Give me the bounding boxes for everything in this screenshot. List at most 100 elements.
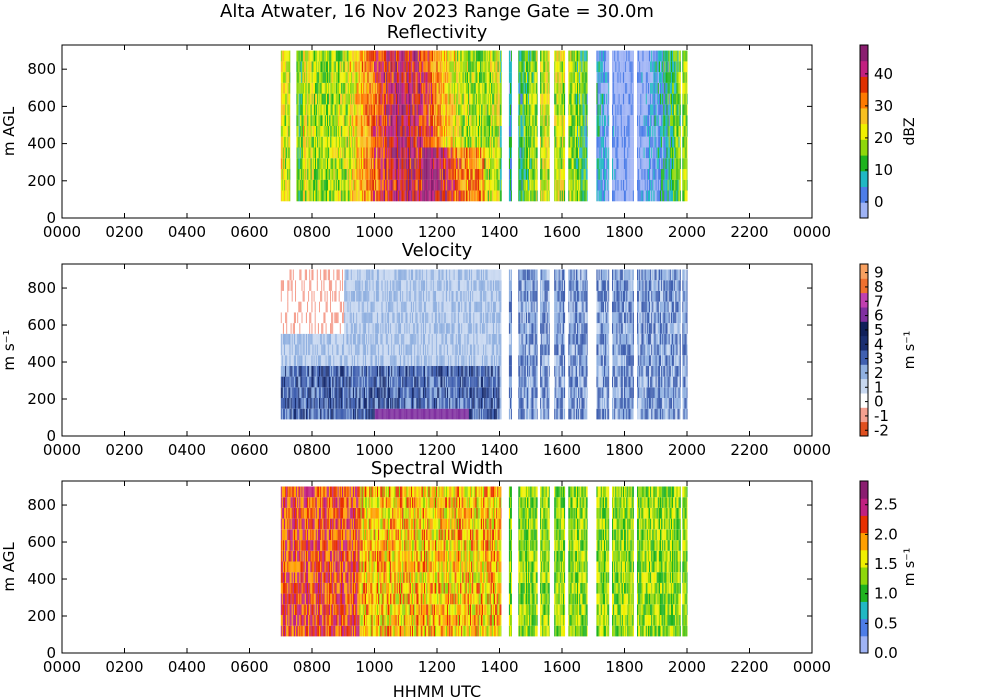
heatmap-cell: [388, 93, 390, 105]
heatmap-cell: [416, 50, 418, 62]
heatmap-cell: [444, 82, 446, 94]
heatmap-cell: [291, 408, 293, 420]
heatmap-cell: [301, 136, 303, 148]
heatmap-cell: [582, 104, 584, 116]
heatmap-cell: [445, 61, 447, 73]
heatmap-cell: [348, 82, 350, 94]
heatmap-cell: [500, 125, 502, 137]
heatmap-cell: [342, 104, 344, 116]
heatmap-cell: [311, 72, 313, 83]
heatmap-cell: [311, 125, 313, 137]
heatmap-cell: [377, 179, 379, 191]
heatmap-cell: [663, 190, 665, 202]
heatmap-cell: [486, 179, 488, 191]
heatmap-cell: [438, 190, 440, 202]
heatmap-cell: [629, 158, 631, 169]
heatmap-cell: [362, 190, 364, 202]
heatmap-cell: [406, 125, 408, 137]
heatmap-cell: [557, 82, 559, 94]
heatmap-cell: [615, 104, 617, 116]
heatmap-cell: [661, 190, 663, 202]
heatmap-cell: [536, 61, 538, 73]
heatmap-cell: [479, 190, 481, 202]
heatmap-cell: [597, 125, 599, 137]
heatmap-cell: [525, 115, 527, 126]
heatmap-cell: [357, 93, 359, 105]
colorbar-tick-label: 20: [874, 129, 893, 147]
heatmap-cell: [654, 147, 656, 159]
heatmap-cell: [520, 158, 522, 169]
heatmap-cell: [577, 82, 579, 94]
heatmap-cell: [541, 179, 543, 191]
heatmap-cell: [561, 50, 563, 62]
heatmap-cell: [613, 104, 615, 116]
heatmap-cell: [416, 61, 418, 73]
heatmap-cell: [637, 147, 639, 159]
heatmap-cell: [629, 61, 631, 73]
heatmap-cell: [280, 104, 282, 116]
heatmap-cell: [474, 158, 476, 169]
heatmap-cell: [468, 179, 470, 191]
heatmap-cell: [290, 365, 292, 377]
heatmap-cell: [300, 61, 302, 73]
heatmap-cell: [438, 72, 440, 83]
heatmap-cell: [389, 136, 391, 148]
heatmap-cell: [676, 158, 678, 169]
heatmap-cell: [465, 61, 467, 73]
heatmap-cell: [378, 125, 380, 137]
heatmap-cell: [471, 104, 473, 116]
heatmap-cell: [657, 125, 659, 137]
heatmap-cell: [664, 158, 666, 169]
heatmap-cell: [282, 82, 284, 94]
heatmap-cell: [601, 72, 603, 83]
heatmap-cell: [351, 179, 353, 191]
heatmap-cell: [325, 50, 327, 62]
heatmap-cell: [448, 93, 450, 105]
heatmap-cell: [352, 93, 354, 105]
heatmap-cell: [281, 179, 283, 191]
heatmap-cell: [403, 72, 405, 83]
heatmap-cell: [480, 50, 482, 62]
heatmap-cell: [494, 104, 496, 116]
heatmap-cell: [534, 93, 536, 105]
panel-title: Reflectivity: [387, 22, 488, 43]
heatmap-cell: [280, 179, 282, 191]
heatmap-cell: [453, 190, 455, 202]
x-tick-label: 0000: [793, 223, 831, 241]
heatmap-cell: [299, 50, 301, 62]
heatmap-cell: [638, 147, 640, 159]
heatmap-cell: [434, 169, 436, 180]
heatmap-cell: [362, 115, 364, 126]
heatmap-cell: [643, 93, 645, 105]
heatmap-cell: [663, 72, 665, 83]
heatmap-cell: [337, 169, 339, 180]
heatmap-cell: [657, 50, 659, 62]
heatmap-cell: [584, 82, 586, 94]
heatmap-cell: [569, 169, 571, 180]
heatmap-cell: [554, 104, 556, 116]
heatmap-cell: [328, 50, 330, 62]
heatmap-cell: [368, 136, 370, 148]
heatmap-cell: [625, 104, 627, 116]
heatmap-cell: [584, 147, 586, 159]
heatmap-cell: [685, 61, 687, 73]
heatmap-cell: [543, 179, 545, 191]
heatmap-cell: [451, 50, 453, 62]
heatmap-cell: [313, 179, 315, 191]
heatmap-cell: [415, 179, 417, 191]
heatmap-cell: [484, 115, 486, 126]
heatmap-cell: [391, 158, 393, 169]
heatmap-cell: [546, 169, 548, 180]
heatmap-cell: [340, 50, 342, 62]
heatmap-cell: [289, 301, 291, 313]
heatmap-cell: [393, 158, 395, 169]
heatmap-cell: [547, 104, 549, 116]
heatmap-cell: [402, 190, 404, 202]
heatmap-cell: [399, 61, 401, 73]
heatmap-cell: [456, 61, 458, 73]
heatmap-cell: [290, 323, 292, 334]
heatmap-cell: [398, 136, 400, 148]
heatmap-cell: [472, 136, 474, 148]
heatmap-cell: [535, 72, 537, 83]
heatmap-cell: [555, 93, 557, 105]
